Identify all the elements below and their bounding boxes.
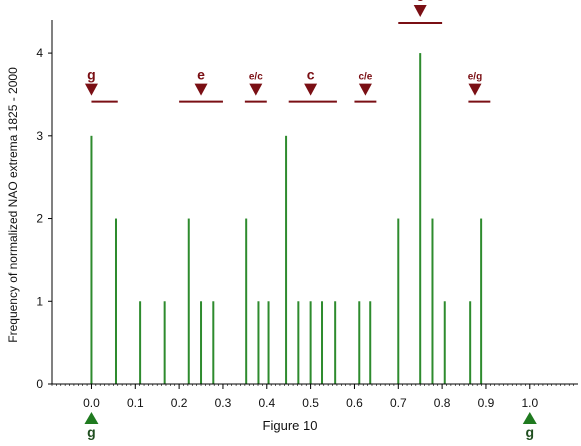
bars-layer: [90, 53, 483, 384]
bottom-marker-icon: [84, 412, 99, 424]
bar: [163, 301, 166, 384]
y-tick-label: 4: [36, 46, 43, 60]
annotation-marker-icon: [84, 83, 98, 96]
x-tick-label: 0.6: [346, 396, 363, 410]
bar: [309, 301, 312, 384]
x-tick-label: 0.8: [434, 396, 451, 410]
bar: [358, 301, 361, 384]
annotation-label: e/c: [249, 72, 263, 83]
y-tick-label: 1: [36, 294, 43, 308]
annotation-marker-icon: [249, 83, 263, 96]
bottom-marker-icon: [522, 412, 537, 424]
bar: [369, 301, 372, 384]
x-tick-label: 0.1: [127, 396, 144, 410]
annotation-marker-icon: [358, 83, 372, 96]
annotation-label: e: [416, 0, 424, 4]
bar: [321, 301, 324, 384]
bar: [114, 218, 117, 384]
x-tick-label: 0.2: [171, 396, 188, 410]
bar: [419, 53, 422, 384]
y-axis-label: Frequency of normalized NAO extrema 1825…: [6, 67, 20, 343]
x-tick-label: 0.5: [302, 396, 319, 410]
bar: [469, 301, 472, 384]
bar: [267, 301, 270, 384]
bar: [257, 301, 260, 384]
y-tick-label: 0: [36, 377, 43, 391]
x-tick-label: 1.0: [521, 396, 538, 410]
bar: [443, 301, 446, 384]
x-tick-label: 0.3: [215, 396, 232, 410]
bar: [297, 301, 300, 384]
annotation-label: c: [307, 67, 315, 83]
axes-layer: 0 1 2 3 4 0.0 0.1 0.2 0.3 0.4 0.5 0.6 0.7 0.8 0.9 1.0: [36, 20, 578, 410]
bar: [212, 301, 215, 384]
bar: [480, 218, 483, 384]
annotation-label: c/e: [358, 72, 372, 83]
y-tick-label: 2: [36, 212, 43, 226]
bar: [397, 218, 400, 384]
x-tick-label: 0.9: [478, 396, 495, 410]
annotation-marker-icon: [413, 5, 427, 17]
bar: [90, 135, 93, 384]
bottom-marker-label: g: [87, 424, 96, 440]
bar: [431, 218, 434, 384]
y-tick-label: 3: [36, 129, 43, 143]
annotation-marker-icon: [304, 83, 318, 96]
bar: [285, 135, 288, 384]
annotation-label: e: [197, 67, 205, 83]
bar: [200, 301, 203, 384]
x-tick-label: 0.0: [83, 396, 100, 410]
x-tick-label: 0.4: [258, 396, 275, 410]
annotation-marker-icon: [194, 83, 208, 96]
x-tick-label: 0.7: [390, 396, 407, 410]
annotation-label: g: [87, 67, 96, 83]
annotation-label: e/g: [468, 72, 482, 83]
bottom-marker-label: g: [526, 424, 535, 440]
x-axis-title: Figure 10: [263, 418, 318, 433]
annotations-layer: g e e/c c c/e e e/g: [84, 0, 491, 103]
annotation-marker-icon: [468, 83, 482, 96]
bar: [139, 301, 142, 384]
bar: [187, 218, 190, 384]
bar: [245, 218, 248, 384]
bar: [334, 301, 337, 384]
